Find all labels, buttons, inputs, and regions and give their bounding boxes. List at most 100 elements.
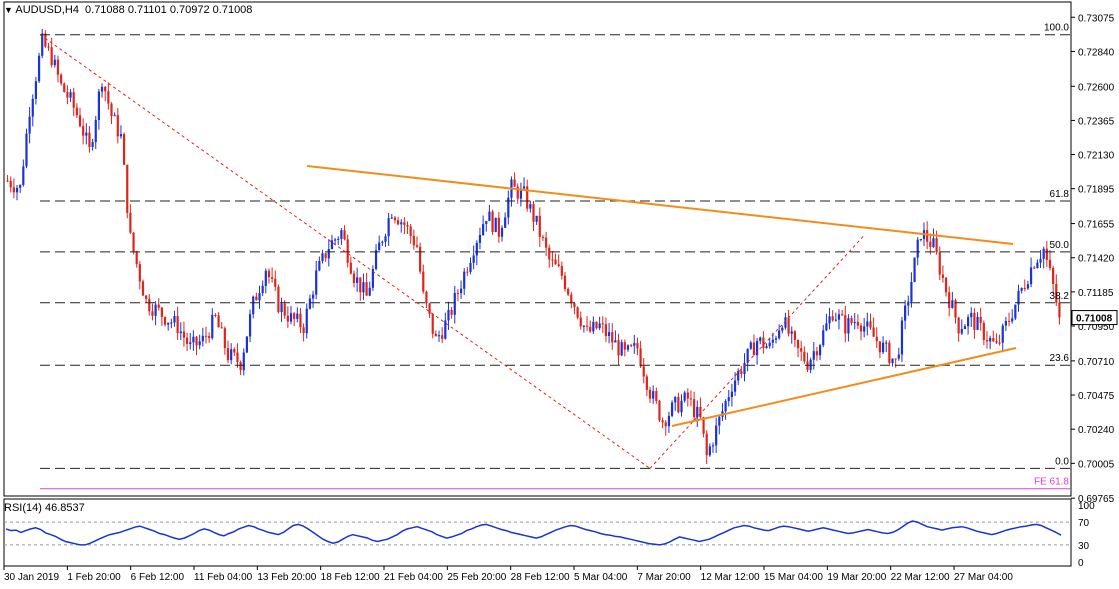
candle-body xyxy=(371,269,374,288)
candle-body xyxy=(749,342,752,349)
candle-body xyxy=(318,261,321,271)
candle-body xyxy=(652,391,655,399)
candle-body xyxy=(1036,262,1039,269)
candle-body xyxy=(529,204,532,209)
candle-body xyxy=(488,211,491,222)
candle-body xyxy=(267,270,271,278)
fib-level-label: 0.0 xyxy=(1055,456,1069,467)
candle-body xyxy=(938,252,941,275)
candle-body xyxy=(604,324,608,337)
candle-body xyxy=(491,211,494,232)
candle-body xyxy=(66,92,69,98)
candle-body xyxy=(800,348,803,352)
candle-body xyxy=(913,257,916,282)
drawing-layer[interactable]: 100.0 61.8 50.0 38.2 23.6 0.0 FE 61.8 xyxy=(39,23,1070,490)
candle-body xyxy=(778,330,781,339)
candle-body xyxy=(305,308,308,334)
x-tick-label: 13 Feb 20:00 xyxy=(257,572,316,583)
candle-body xyxy=(230,349,233,361)
candle-body xyxy=(1020,288,1023,291)
candle-body xyxy=(204,335,208,337)
candle-body xyxy=(107,91,110,104)
candle-body xyxy=(346,239,349,263)
candle-body xyxy=(396,220,400,225)
candle-body xyxy=(201,335,204,342)
candle-body xyxy=(78,115,82,127)
price-tick-label: 0.71655 xyxy=(1078,220,1115,231)
candle-body xyxy=(31,98,34,117)
candle-body xyxy=(299,313,302,328)
candle-body xyxy=(623,342,626,350)
candle-body xyxy=(69,92,72,98)
candle-body xyxy=(541,236,545,238)
candle-body xyxy=(469,262,472,272)
candle-body xyxy=(601,323,604,325)
candle-body xyxy=(595,321,598,329)
candle-body xyxy=(841,314,844,316)
candle-body xyxy=(535,215,538,222)
candle-body xyxy=(815,351,819,356)
candle-body xyxy=(944,277,948,293)
candle-body xyxy=(362,282,365,293)
candle-body xyxy=(548,247,551,260)
candle-body xyxy=(733,380,737,392)
candle-body xyxy=(419,246,422,272)
candle-body xyxy=(126,164,129,213)
candle-body xyxy=(680,400,683,413)
axis-layer: 0.73075 0.72840 0.72600 0.72365 0.72130 0.718… xyxy=(3,1,1118,567)
candle-body xyxy=(160,307,163,318)
candle-body xyxy=(551,259,554,261)
candle-body xyxy=(277,286,280,313)
candle-body xyxy=(441,335,444,339)
candle-body xyxy=(708,446,711,456)
candle-body xyxy=(211,314,214,339)
candle-body xyxy=(1004,321,1007,326)
candle-body xyxy=(872,327,875,337)
candle-body xyxy=(428,303,431,314)
candle-body xyxy=(315,270,318,295)
candle-body xyxy=(715,425,718,446)
fib-level-label: 38.2 xyxy=(1050,291,1070,302)
candle-body xyxy=(970,312,973,318)
candle-body xyxy=(28,116,31,134)
candle-body xyxy=(1017,290,1020,305)
candle-body xyxy=(283,303,286,316)
candle-body xyxy=(116,115,119,137)
candle-body xyxy=(378,242,381,251)
candle-body xyxy=(856,321,859,326)
candle-body xyxy=(63,83,66,93)
candle-body xyxy=(163,317,167,325)
candle-body xyxy=(954,300,957,318)
symbol-label: AUDUSD,H4 xyxy=(15,4,79,16)
candle-body xyxy=(289,313,293,322)
candle-body xyxy=(648,389,652,399)
candle-body xyxy=(1023,288,1026,290)
candle-body xyxy=(217,315,220,328)
price-tick-label: 0.70475 xyxy=(1078,391,1115,402)
candle-body xyxy=(431,313,434,334)
candle-body xyxy=(359,277,362,293)
candle-body xyxy=(478,235,482,243)
current-price-label: 0.71008 xyxy=(1076,314,1113,325)
ohlc-values: 0.71088 0.71101 0.70972 0.71008 xyxy=(85,4,253,16)
candle-body xyxy=(979,316,982,323)
candle-body xyxy=(658,400,661,421)
candle-body xyxy=(567,289,570,295)
candle-body xyxy=(340,230,343,239)
candle-body xyxy=(834,319,837,321)
candle-body xyxy=(1055,283,1058,303)
candle-body xyxy=(878,341,882,353)
candle-body xyxy=(904,305,907,321)
candle-body xyxy=(592,321,595,332)
candle-body xyxy=(730,391,734,398)
x-tick-label: 12 Mar 12:00 xyxy=(701,572,760,583)
rsi-tick-label: 30 xyxy=(1078,541,1090,552)
x-tick-label: 6 Feb 12:00 xyxy=(131,572,185,583)
candle-body xyxy=(683,392,686,401)
candle-body xyxy=(759,337,762,342)
collapse-icon[interactable]: ▼ xyxy=(4,5,13,15)
candle-body xyxy=(374,250,378,270)
support-trendline xyxy=(671,347,1017,427)
